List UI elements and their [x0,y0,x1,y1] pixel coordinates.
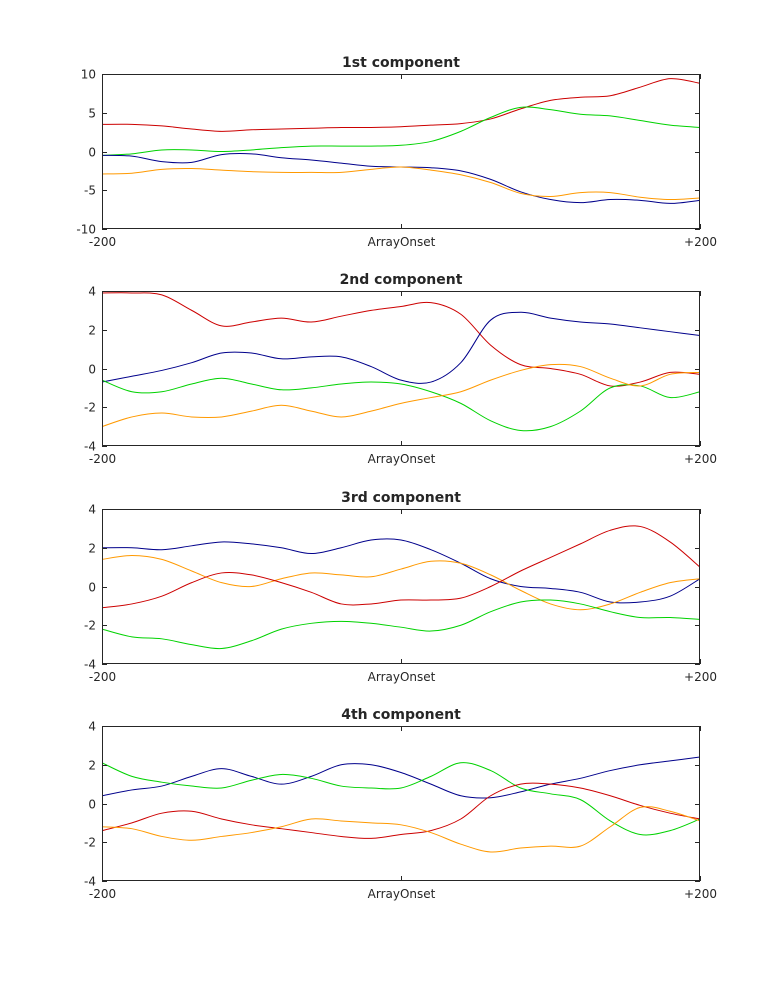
x-tick-label: +200 [684,452,717,466]
y-tick-label: 2 [88,324,96,338]
chart-title: 3rd component [341,490,461,506]
y-tick-label: 5 [88,107,96,121]
axes-box [102,509,700,664]
series-line-blue [102,756,700,799]
y-tick-label: -2 [84,401,96,415]
chart-panel-1: 1st component -10 -5 0 5 10 -200 ArrayOnset +200 [76,55,717,249]
axes-box [102,291,700,446]
series-line-red [102,782,700,839]
y-tick-label: -4 [84,440,96,454]
chart-panel-4: 4th component -4 -2 0 2 4 -200 ArrayOnset +200 [84,707,717,901]
chart-title: 4th component [341,707,461,723]
y-tick-label: 4 [88,285,96,299]
series-line-green [102,599,700,650]
y-tick-label: 0 [88,581,96,595]
y-tick-label: 2 [88,759,96,773]
series-line-red [102,292,700,387]
series-line-orange [102,806,700,853]
x-tick-label: -200 [89,887,116,901]
series-line-blue [102,311,700,384]
y-tick-label: -2 [84,836,96,850]
chart-title: 1st component [342,55,460,71]
axes-box [102,74,700,229]
chart-panel-3: 3rd component -4 -2 0 2 4 -200 ArrayOnset +200 [84,490,717,684]
axes-box [102,726,700,881]
x-tick-label: ArrayOnset [368,887,436,901]
y-tick-label: -2 [84,619,96,633]
x-tick-label: -200 [89,670,116,684]
series-line-red [102,78,700,132]
x-tick-label: ArrayOnset [368,670,436,684]
x-tick-label: ArrayOnset [368,235,436,249]
series-line-blue [102,538,700,604]
y-tick-label: 2 [88,542,96,556]
y-tick-label: 0 [88,146,96,160]
chart-panel-2: 2nd component -4 -2 0 2 4 -200 ArrayOnset +200 [84,272,717,466]
y-tick-label: -10 [76,223,96,237]
series-line-green [102,762,700,836]
x-tick-label: -200 [89,235,116,249]
y-tick-label: 0 [88,363,96,377]
series-line-green [102,377,700,432]
series-line-green [102,106,700,156]
y-tick-label: -4 [84,875,96,889]
series-line-blue [102,152,700,204]
x-tick-label: ArrayOnset [368,452,436,466]
series-line-orange [102,166,700,201]
series-line-orange [102,554,700,611]
series-line-orange [102,363,700,428]
series-line-red [102,525,700,609]
y-tick-label: -5 [84,184,96,198]
y-tick-label: 0 [88,798,96,812]
y-tick-label: 4 [88,720,96,734]
y-tick-label: 10 [81,68,96,82]
x-tick-label: -200 [89,452,116,466]
x-tick-label: +200 [684,887,717,901]
x-tick-label: +200 [684,235,717,249]
y-tick-label: 4 [88,503,96,517]
y-tick-label: -4 [84,658,96,672]
x-tick-label: +200 [684,670,717,684]
chart-title: 2nd component [340,272,463,288]
